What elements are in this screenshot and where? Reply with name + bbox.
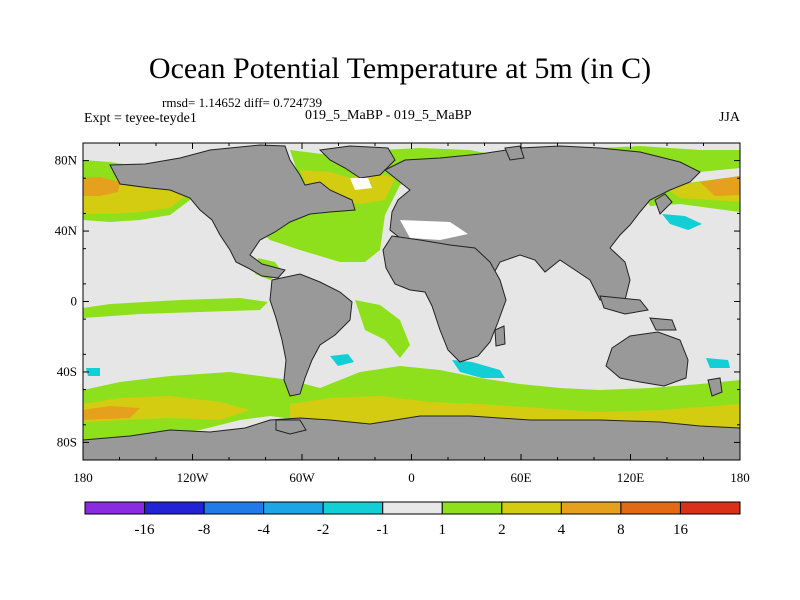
colorbar-label: 16 bbox=[673, 522, 689, 538]
lon-tick-label: 60W bbox=[289, 470, 315, 485]
southern-ocean-orange bbox=[83, 406, 140, 420]
svalbard bbox=[504, 145, 525, 161]
new-guinea bbox=[649, 317, 677, 331]
colorbar-label: -2 bbox=[317, 522, 330, 538]
colorbar-label: -4 bbox=[257, 522, 270, 538]
lon-tick-label: 120E bbox=[617, 470, 645, 485]
madagascar bbox=[494, 325, 506, 347]
lat-tick-label: 80S bbox=[57, 434, 77, 449]
experiment-label: Expt = teyee-teyde1 bbox=[84, 111, 197, 126]
australia bbox=[605, 331, 689, 387]
lon-tick-label: 180 bbox=[73, 470, 93, 485]
white-patch-labrador bbox=[350, 178, 372, 190]
south-atlantic-green bbox=[355, 300, 410, 358]
africa bbox=[382, 235, 507, 363]
lat-tick-label: 40N bbox=[55, 223, 78, 238]
north-america bbox=[109, 144, 356, 279]
lon-tick-label: 120W bbox=[177, 470, 210, 485]
colorbar-label: -1 bbox=[376, 522, 389, 538]
white-patch-med bbox=[400, 220, 468, 240]
map-plot bbox=[83, 143, 740, 460]
antarctic-peninsula bbox=[275, 419, 307, 435]
colorbar-swatch bbox=[203, 501, 265, 515]
lat-tick-label: 40S bbox=[57, 364, 77, 379]
lon-tick-label: 60E bbox=[511, 470, 532, 485]
colorbar-swatch bbox=[620, 501, 681, 515]
colorbar-label: 8 bbox=[617, 522, 625, 538]
colorbar-swatch bbox=[501, 501, 562, 515]
colorbar-label: 2 bbox=[498, 522, 506, 538]
south-america bbox=[269, 273, 353, 397]
lat-tick-label: 80N bbox=[55, 153, 78, 168]
east-pacific-orange bbox=[700, 176, 740, 196]
colorbar-swatch bbox=[560, 501, 622, 515]
cool-patch-nw-pacific bbox=[662, 214, 702, 230]
axis-ticks: 80N 40N 0 40S 80S 180 120W 60W 0 60E 120E 180 bbox=[55, 142, 750, 485]
colorbar: -16 -8 -4 -2 -1 1 2 4 8 16 bbox=[84, 501, 741, 538]
lat-tick-label: 0 bbox=[71, 294, 78, 309]
colorbar-label: -16 bbox=[135, 522, 155, 538]
lon-tick-label: 0 bbox=[408, 470, 415, 485]
chart-title: Ocean Potential Temperature at 5m (in C) bbox=[148, 52, 652, 85]
lon-tick-label: 180 bbox=[730, 470, 750, 485]
colorbar-swatch bbox=[322, 501, 384, 515]
north-pacific-orange bbox=[83, 177, 120, 196]
colorbar-label: 1 bbox=[439, 522, 447, 538]
colorbar-swatch bbox=[441, 501, 503, 515]
cool-patch-south-atlantic bbox=[330, 354, 354, 366]
new-zealand bbox=[707, 377, 723, 397]
equatorial-green-band bbox=[83, 298, 268, 318]
land-masses bbox=[83, 144, 740, 460]
colorbar-swatch bbox=[263, 501, 324, 515]
colorbar-swatch bbox=[84, 501, 146, 515]
cool-patch-southern-africa bbox=[452, 360, 505, 378]
season-label: JJA bbox=[718, 110, 740, 125]
cool-patch-south-pacific bbox=[706, 358, 730, 368]
colorbar-label: 4 bbox=[558, 522, 566, 538]
case-label: 019_5_MaBP - 019_5_MaBP bbox=[305, 108, 472, 123]
japan bbox=[654, 193, 673, 215]
colorbar-swatch bbox=[382, 501, 443, 515]
colorbar-label: -8 bbox=[198, 522, 211, 538]
antarctica bbox=[83, 415, 740, 460]
rmsd-diff-label: rmsd= 1.14652 diff= 0.724739 bbox=[162, 95, 322, 110]
colorbar-swatch bbox=[144, 501, 205, 515]
colorbar-swatch bbox=[679, 501, 741, 515]
greenland bbox=[318, 145, 396, 179]
indonesia bbox=[599, 295, 649, 315]
cool-patch-se-pacific bbox=[86, 368, 100, 376]
